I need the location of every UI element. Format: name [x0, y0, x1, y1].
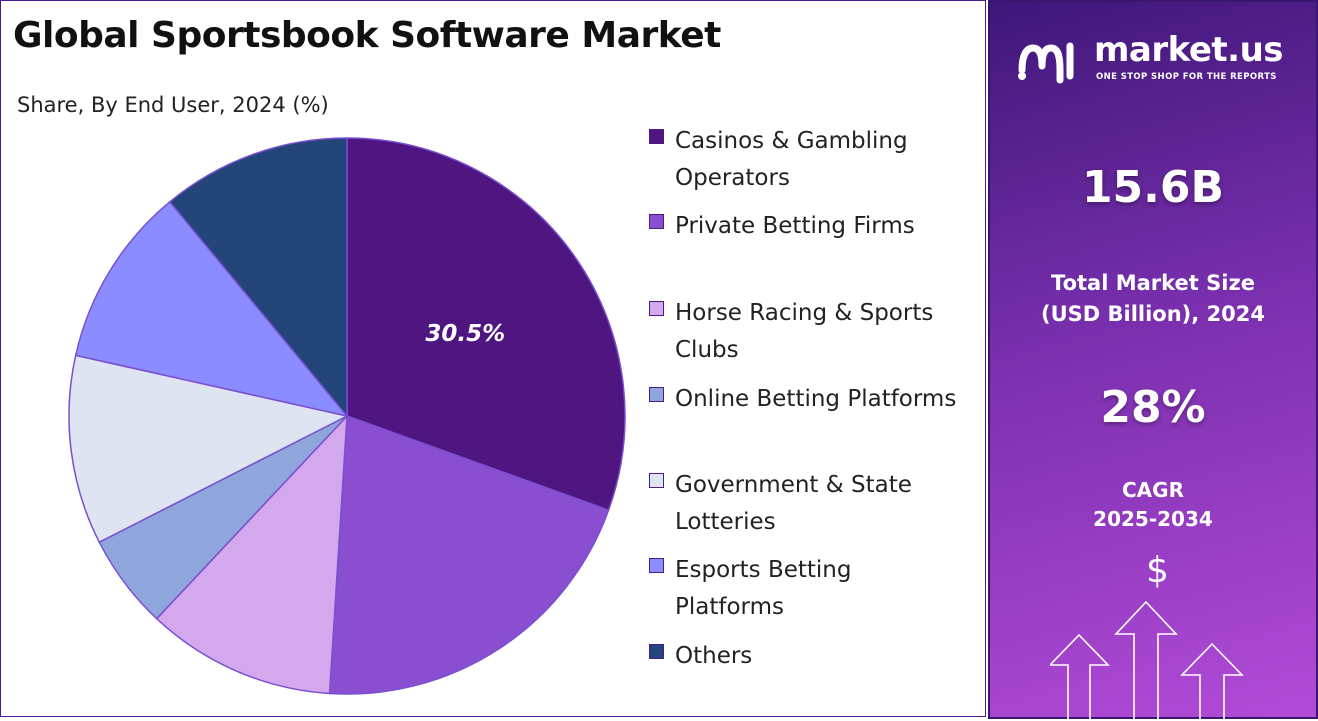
pie-chart: 30.5%	[68, 137, 626, 695]
market-us-logo-icon	[1018, 42, 1074, 84]
legend-label: Government & State Lotteries	[675, 472, 912, 535]
cagr-caption: CAGR 2025-2034	[1093, 478, 1213, 531]
legend-label: Online Betting Platforms	[675, 386, 957, 412]
pie-slice-7	[168, 137, 348, 419]
legend-swatch	[649, 558, 664, 573]
legend-label: Horse Racing & Sports Clubs	[675, 300, 934, 363]
pie-slice-2	[328, 414, 610, 695]
market-size-caption: Total Market Size (USD Billion), 2024	[1040, 271, 1266, 326]
pie-slice-6	[74, 200, 349, 418]
cagr-value: 28%	[1100, 382, 1206, 433]
legend-swatch	[649, 473, 664, 488]
market-size-value: 15.6B	[1081, 162, 1225, 213]
chart-title: Global Sportsbook Software Market	[13, 15, 721, 56]
legend-swatch	[649, 387, 664, 402]
chart-subtitle: Share, By End User, 2024 (%)	[17, 93, 329, 117]
growth-arrows-icon	[1050, 600, 1244, 721]
legend-swatch	[649, 214, 664, 229]
pie-slice-1	[346, 137, 626, 512]
chart-panel: Global Sportsbook Software Market Share,…	[0, 0, 986, 717]
legend-swatch	[649, 644, 664, 659]
brand-name: market.us	[1094, 30, 1284, 70]
pie-slice-3	[155, 413, 348, 695]
legend-label: Casinos & Gambling Operators	[675, 128, 908, 191]
legend-swatch	[649, 129, 664, 144]
legend-label: Others	[675, 643, 753, 669]
legend-label: Private Betting Firms	[675, 213, 915, 239]
legend-label: Esports Betting Platforms	[675, 557, 852, 620]
pie-data-label: 30.5%	[425, 321, 505, 347]
brand-tagline: ONE STOP SHOP FOR THE REPORTS	[1096, 72, 1277, 82]
summary-sidebar: market.us ONE STOP SHOP FOR THE REPORTS …	[988, 0, 1318, 721]
dollar-icon: $	[1146, 550, 1169, 591]
legend-swatch	[649, 301, 664, 316]
pie-slice-5	[68, 354, 350, 544]
